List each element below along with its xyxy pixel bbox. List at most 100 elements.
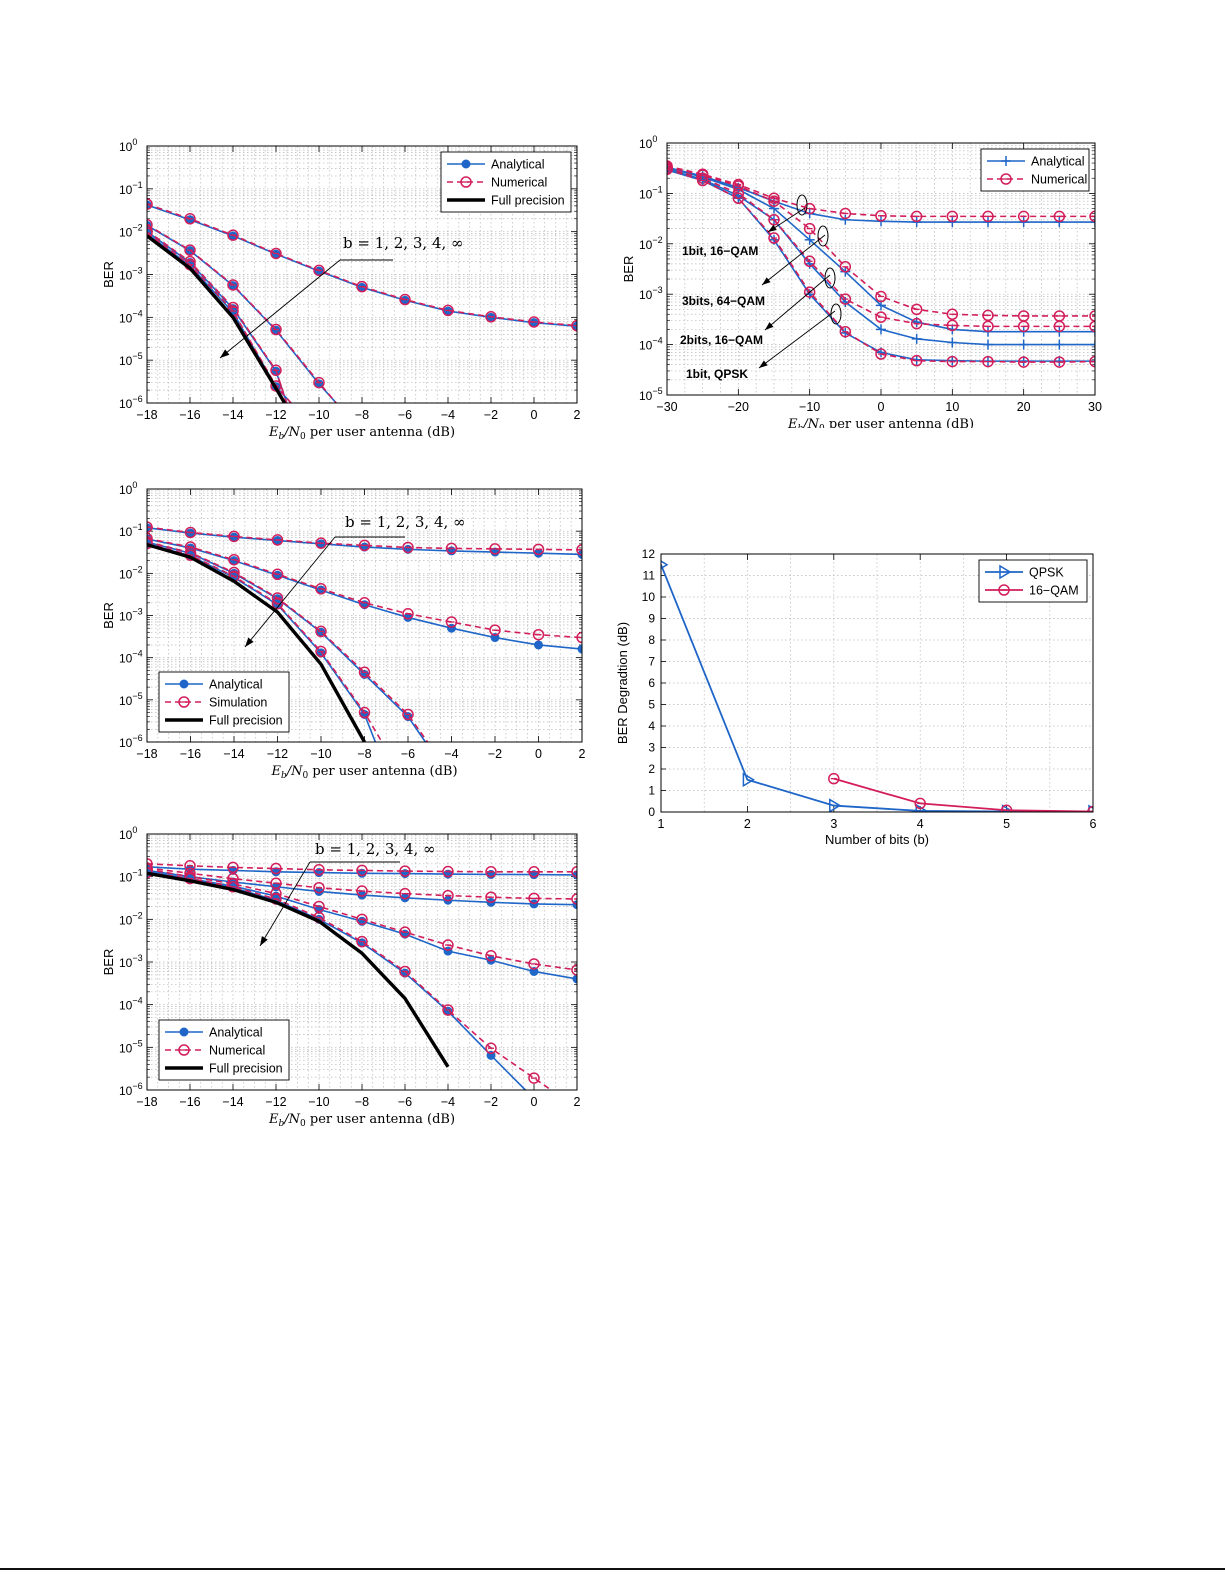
legend-label: Full precision — [209, 1062, 283, 1076]
x-tick-label: −4 — [441, 408, 455, 422]
annotation-text: b = 1, 2, 3, 4, ∞ — [343, 234, 464, 252]
data-point — [571, 319, 577, 332]
data-point — [571, 893, 577, 905]
series-line-1 — [833, 777, 1093, 812]
series-line-3 — [147, 537, 582, 639]
x-tick-label: 2 — [574, 1095, 581, 1109]
data-point — [982, 210, 994, 223]
data-point — [571, 964, 577, 976]
y-tick-label: 10−1 — [119, 868, 143, 885]
data-point — [485, 891, 497, 903]
x-tick-label: 30 — [1088, 400, 1102, 414]
series-line-3 — [147, 224, 337, 403]
x-tick-label: −10 — [799, 400, 820, 414]
x-tick-label: −6 — [398, 408, 412, 422]
legend-marker — [461, 159, 471, 169]
x-tick-label: −12 — [265, 1095, 286, 1109]
x-tick-label: 0 — [531, 408, 538, 422]
data-point — [839, 207, 852, 220]
series-line-7 — [147, 232, 292, 403]
data-point — [485, 950, 497, 962]
data-point — [914, 797, 926, 810]
x-tick-label: −16 — [179, 1095, 200, 1109]
data-point — [946, 355, 959, 368]
y-tick-label: 5 — [648, 698, 655, 712]
plot-frame — [666, 142, 1096, 396]
data-point — [228, 553, 240, 566]
data-point — [1054, 339, 1065, 350]
legend-label: Analytical — [491, 158, 545, 172]
series-line-3 — [147, 867, 577, 900]
annotation-text: b = 1, 2, 3, 4, ∞ — [345, 513, 466, 531]
x-tick-label: −8 — [355, 408, 369, 422]
data-point — [1017, 210, 1030, 223]
legend-label: 16−QAM — [1029, 584, 1079, 598]
x-tick-label: 6 — [1090, 817, 1097, 831]
legend-label: Numerical — [1031, 173, 1087, 187]
y-tick-label: 100 — [119, 137, 137, 154]
data-point — [667, 163, 673, 176]
group-ellipse — [796, 194, 808, 216]
data-point — [576, 544, 582, 556]
data-point — [489, 624, 501, 636]
plot-frame — [146, 833, 578, 1091]
plot-frame — [146, 145, 578, 404]
x-tick-label: −2 — [488, 747, 502, 761]
data-point — [356, 885, 368, 897]
data-point — [147, 521, 153, 533]
legend-marker — [999, 564, 1012, 580]
data-point — [768, 195, 780, 207]
page-bottom-rule — [0, 1568, 1225, 1570]
y-tick-label: 10−2 — [119, 910, 143, 927]
x-tick-label: −16 — [180, 747, 201, 761]
y-tick-label: 12 — [642, 547, 656, 561]
annotation-arrowhead — [220, 349, 230, 358]
y-tick-label: 10−4 — [639, 336, 663, 353]
x-tick-label: 20 — [1017, 400, 1031, 414]
data-point — [402, 708, 414, 721]
label-arrow — [764, 274, 831, 331]
data-point — [358, 597, 371, 609]
data-point — [356, 280, 368, 293]
label-arrowhead — [768, 224, 777, 232]
y-axis-label: BER Degradtion (dB) — [615, 622, 630, 744]
y-tick-label: 10−1 — [119, 522, 143, 539]
data-point — [270, 862, 282, 875]
label-arrow — [761, 234, 826, 286]
x-tick-label: −2 — [484, 408, 498, 422]
data-point — [445, 616, 458, 628]
data-point — [356, 864, 368, 877]
data-point — [485, 311, 497, 323]
y-tick-label: 3 — [648, 741, 655, 755]
data-point — [399, 926, 411, 938]
x-tick-label: 1 — [658, 817, 665, 831]
data-point — [528, 316, 540, 328]
y-tick-label: 10−2 — [119, 223, 143, 240]
data-point — [442, 889, 454, 902]
data-point — [532, 628, 545, 641]
group-label: 3bits, 64−QAM — [682, 294, 765, 308]
data-point — [184, 526, 197, 539]
data-point — [313, 376, 325, 389]
data-point — [661, 560, 669, 570]
y-tick-label: 7 — [648, 655, 655, 669]
y-tick-label: 10−3 — [119, 953, 143, 970]
data-point — [1090, 326, 1095, 337]
data-point — [485, 1042, 497, 1055]
legend-marker — [179, 1027, 189, 1037]
x-axis-label: Eb/N0 per user antenna (dB) — [270, 764, 457, 781]
legend-marker — [178, 1044, 190, 1056]
series-line-1 — [147, 526, 582, 551]
data-point — [356, 913, 368, 926]
data-point — [732, 192, 745, 205]
x-tick-label: −12 — [265, 408, 286, 422]
series-line-8 — [147, 234, 287, 403]
data-point — [442, 304, 454, 317]
x-tick-label: −14 — [222, 1095, 243, 1109]
annotation-arrow — [244, 536, 336, 648]
data-point — [271, 568, 284, 581]
data-point — [528, 1072, 540, 1084]
